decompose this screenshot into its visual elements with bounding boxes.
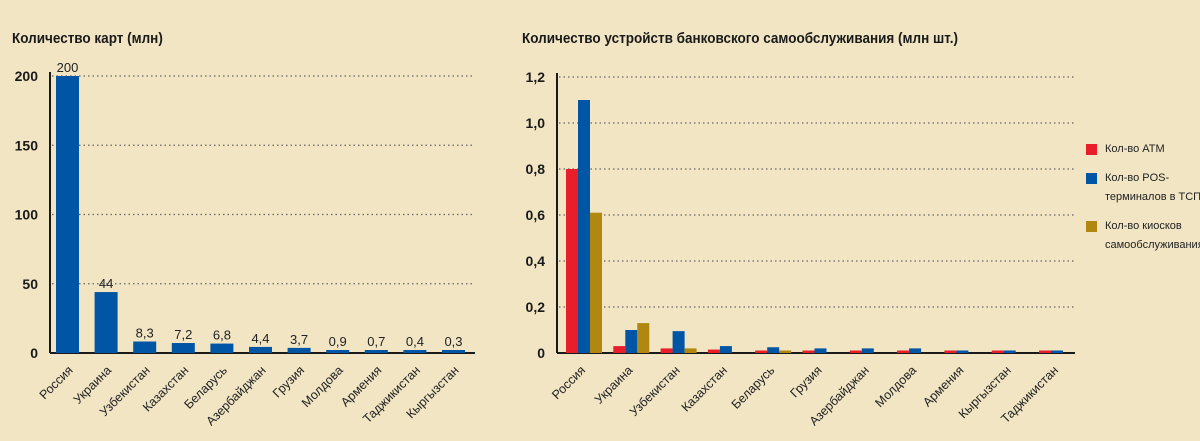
chart2-bar xyxy=(861,348,874,353)
chart2-bar xyxy=(719,346,732,353)
chart2-category-label: Грузия xyxy=(787,363,824,400)
chart2-ytick-label: 0,6 xyxy=(526,207,546,223)
chart2-bar xyxy=(590,212,602,353)
chart2-bar xyxy=(944,350,957,353)
chart1-category-label: Россия xyxy=(37,363,76,402)
chart1-data-label: 200 xyxy=(57,60,79,75)
chart1-data-label: 8,3 xyxy=(136,326,154,341)
legend-swatch-atm xyxy=(1086,144,1097,155)
chart2-bar xyxy=(637,323,650,353)
legend-item-atm: Кол-во ATM xyxy=(1086,140,1200,159)
legend-item-pos: Кол-во POS-терминалов в ТСП xyxy=(1086,169,1200,207)
legend-swatch-pos xyxy=(1086,173,1097,184)
chart1-title: Количество карт (млн) xyxy=(12,30,163,47)
chart1-ytick-label: 50 xyxy=(22,276,38,292)
chart2-bar xyxy=(802,350,815,353)
chart2-bar xyxy=(779,350,792,353)
chart2-bar xyxy=(909,348,922,353)
chart2-bar xyxy=(578,100,590,353)
chart2-bar xyxy=(707,349,720,353)
chart2-bar xyxy=(672,331,685,353)
chart2-ytick-label: 0,4 xyxy=(526,253,546,269)
chart1-data-label: 0,9 xyxy=(329,334,347,349)
chart1-ytick-label: 150 xyxy=(15,137,39,153)
chart2-ytick-label: 0 xyxy=(537,345,545,361)
chart2-category-label: Украина xyxy=(592,363,636,407)
chart2-category-label: Россия xyxy=(549,363,588,402)
chart1-ytick-label: 100 xyxy=(15,207,39,223)
chart1-data-label: 0,4 xyxy=(406,334,424,349)
chart1-category-label: Грузия xyxy=(270,363,307,400)
chart1-bar xyxy=(326,350,350,353)
legend-label: Кол-во киосков самообслуживания xyxy=(1105,220,1200,251)
chart1-bar xyxy=(171,343,195,353)
chart2-bar xyxy=(625,330,638,353)
chart2-category-label: Казахстан xyxy=(679,363,730,414)
chart2-ytick-label: 1,2 xyxy=(526,69,546,85)
legend-item-kiosk: Кол-во киосков самообслуживания xyxy=(1086,217,1200,255)
chart1-data-label: 0,7 xyxy=(367,334,385,349)
chart2-bar xyxy=(1039,350,1051,353)
chart2-bar xyxy=(991,350,1004,353)
chart1-bar xyxy=(56,76,79,353)
chart2-bar xyxy=(660,348,673,353)
legend-label: Кол-во POS-терминалов в ТСП xyxy=(1105,172,1200,203)
chart2-bar xyxy=(1003,350,1016,353)
chart2-bar xyxy=(755,350,768,353)
chart1-data-label: 7,2 xyxy=(174,327,192,342)
chart2-title: Количество устройств банковского самообс… xyxy=(522,30,958,47)
legend-label: Кол-во ATM xyxy=(1105,143,1165,155)
chart2-ytick-label: 1,0 xyxy=(526,115,546,131)
chart2-ytick-label: 0,2 xyxy=(526,299,546,315)
chart2-bar xyxy=(1051,350,1063,353)
chart1-bar xyxy=(94,292,118,353)
chart1-data-label: 3,7 xyxy=(290,332,308,347)
chart1-ytick-label: 200 xyxy=(15,68,39,84)
chart2-bar xyxy=(767,347,780,353)
chart1-category-label: Молдова xyxy=(299,363,346,410)
chart2-bar xyxy=(613,346,626,353)
chart2-ytick-label: 0,8 xyxy=(526,161,546,177)
chart2-bar xyxy=(849,350,862,353)
chart2-category-label: Беларусь xyxy=(729,363,778,412)
legend: Кол-во ATM Кол-во POS-терминалов в ТСП К… xyxy=(1086,140,1200,265)
chart2-bar xyxy=(897,350,910,353)
chart1-bar xyxy=(364,350,388,353)
chart1-data-label: 4,4 xyxy=(251,331,269,346)
chart1-ytick-label: 0 xyxy=(30,345,38,361)
chart1-bar xyxy=(403,350,427,353)
chart2-bar xyxy=(956,350,969,353)
chart2-bar xyxy=(566,169,578,353)
chart2-bar xyxy=(814,348,827,353)
chart1-data-label: 6,8 xyxy=(213,328,231,343)
chart1-data-label: 0,3 xyxy=(444,334,462,349)
chart2-category-label: Молдова xyxy=(872,363,919,410)
chart1-bar xyxy=(442,350,465,353)
chart1-bar xyxy=(287,347,311,353)
chart1-bar xyxy=(249,346,272,353)
chart1-bar xyxy=(133,341,157,353)
chart2-category-label: Узбекистан xyxy=(627,363,683,419)
chart1-data-label: 44 xyxy=(99,276,113,291)
chart2-category-label: Армения xyxy=(920,363,966,409)
legend-swatch-kiosk xyxy=(1086,221,1097,232)
chart1-bar xyxy=(210,343,234,353)
chart2-bar xyxy=(684,348,697,353)
